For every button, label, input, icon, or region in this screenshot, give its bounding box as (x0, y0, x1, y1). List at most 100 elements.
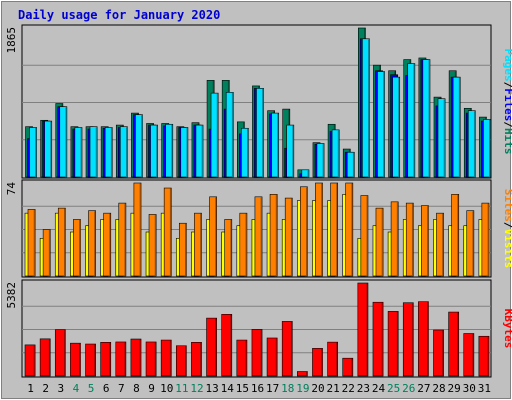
pages-bar (195, 124, 204, 178)
side-legend-middle: Sites/Visits (502, 189, 512, 269)
legend-kbytes: KBytes (502, 309, 512, 349)
pages-bar (256, 88, 264, 178)
panel-bottom: 5382 KBytes (5, 279, 512, 378)
x-tick-label: 3 (58, 382, 65, 395)
kbytes-bar (191, 342, 202, 377)
legend-separator: / (502, 121, 512, 128)
x-tick-label: 18 (281, 382, 294, 395)
x-tick-label: 31 (478, 382, 491, 395)
kbytes-bar (327, 341, 339, 377)
x-tick-label: 5 (88, 382, 95, 395)
kbytes-bar (357, 282, 369, 377)
sites-bar (315, 182, 323, 277)
pages-bar (392, 76, 401, 178)
x-tick-label: 9 (148, 382, 155, 395)
kbytes-bar (221, 314, 233, 377)
pages-bar (437, 98, 446, 178)
sites-bar (269, 194, 278, 277)
sites-bar (466, 210, 475, 277)
sites-bar (103, 212, 112, 277)
x-tick-label: 19 (296, 382, 309, 395)
pages-bar (377, 71, 385, 178)
pages-bar (241, 127, 249, 178)
kbytes-bar (100, 342, 112, 377)
legend-separator: / (502, 82, 512, 89)
sites-bar (451, 194, 460, 277)
x-tick-label: 1 (27, 382, 34, 395)
pages-bar (29, 127, 37, 178)
kbytes-bar (160, 339, 172, 377)
sites-bar (194, 212, 202, 277)
sites-bar (133, 182, 142, 277)
x-tick-label: 27 (417, 382, 430, 395)
pages-bar (180, 127, 189, 178)
sites-bar (73, 219, 81, 277)
x-tick-label: 13 (205, 382, 218, 395)
sites-bar (284, 197, 293, 277)
sites-bar (390, 201, 399, 277)
pages-bar (135, 114, 143, 178)
sites-bar (360, 195, 369, 277)
x-tick-label: 12 (190, 382, 203, 395)
side-legend-top: Pages/Files/Hits (502, 49, 512, 155)
kbytes-bar (236, 339, 248, 377)
side-legend-bottom: KBytes (502, 309, 512, 349)
pages-bar (286, 124, 295, 178)
x-tick-label: 24 (372, 382, 386, 395)
x-tick-label: 10 (160, 382, 173, 395)
y-max-label: 74 (5, 182, 18, 196)
x-tick-label: 8 (133, 382, 140, 395)
kbytes-bar (448, 311, 460, 377)
sites-bar (178, 222, 187, 277)
x-tick-label: 14 (221, 382, 235, 395)
kbytes-bar (297, 371, 308, 377)
y-max-label: 5382 (5, 282, 18, 309)
pages-bar (362, 38, 370, 178)
sites-bar (27, 209, 36, 277)
sites-bar (224, 219, 233, 277)
pages-bar (301, 169, 310, 178)
sites-bar (254, 196, 263, 277)
kbytes-bar (342, 357, 354, 377)
sites-bar (209, 196, 217, 277)
chart-title: Daily usage for January 2020 (18, 8, 220, 22)
kbytes-bar (463, 333, 475, 377)
kbytes-bar (418, 301, 429, 377)
x-tick-label: 7 (118, 382, 125, 395)
legend-separator: / (502, 222, 512, 229)
pages-bar (119, 126, 128, 178)
x-tick-label: 16 (251, 382, 264, 395)
panel-middle: 74 Sites/Visits (5, 179, 512, 278)
x-tick-label: 6 (103, 382, 110, 395)
sites-bar (118, 202, 127, 277)
pages-bar (44, 120, 53, 178)
kbytes-bar (24, 344, 36, 377)
x-tick-label: 26 (402, 382, 415, 395)
kbytes-bar (402, 302, 414, 377)
x-tick-label: 17 (266, 382, 279, 395)
pages-bar (150, 124, 158, 178)
pages-bar (407, 63, 416, 178)
sites-bar (330, 182, 339, 277)
pages-bar (104, 127, 113, 178)
legend-sites: Sites (502, 189, 512, 222)
pages-bar (467, 110, 476, 178)
kbytes-bar (312, 348, 323, 377)
pages-bar (331, 129, 340, 178)
panel-top: 1865 Pages/Files/Hits (5, 24, 512, 179)
pages-bar (165, 123, 174, 178)
sites-bar (436, 212, 444, 277)
pages-bar (346, 151, 355, 178)
kbytes-bar (85, 343, 96, 377)
kbytes-bar (478, 335, 490, 377)
legend-hits: Hits (502, 128, 512, 155)
x-tick-label: 15 (236, 382, 249, 395)
kbytes-bar (130, 338, 142, 377)
x-tick-label: 11 (175, 382, 188, 395)
x-tick-label: 4 (73, 382, 80, 395)
sites-bar (421, 205, 429, 277)
y-max-label: 1865 (5, 27, 18, 54)
sites-bar (481, 202, 490, 277)
kbytes-bar (266, 337, 278, 377)
